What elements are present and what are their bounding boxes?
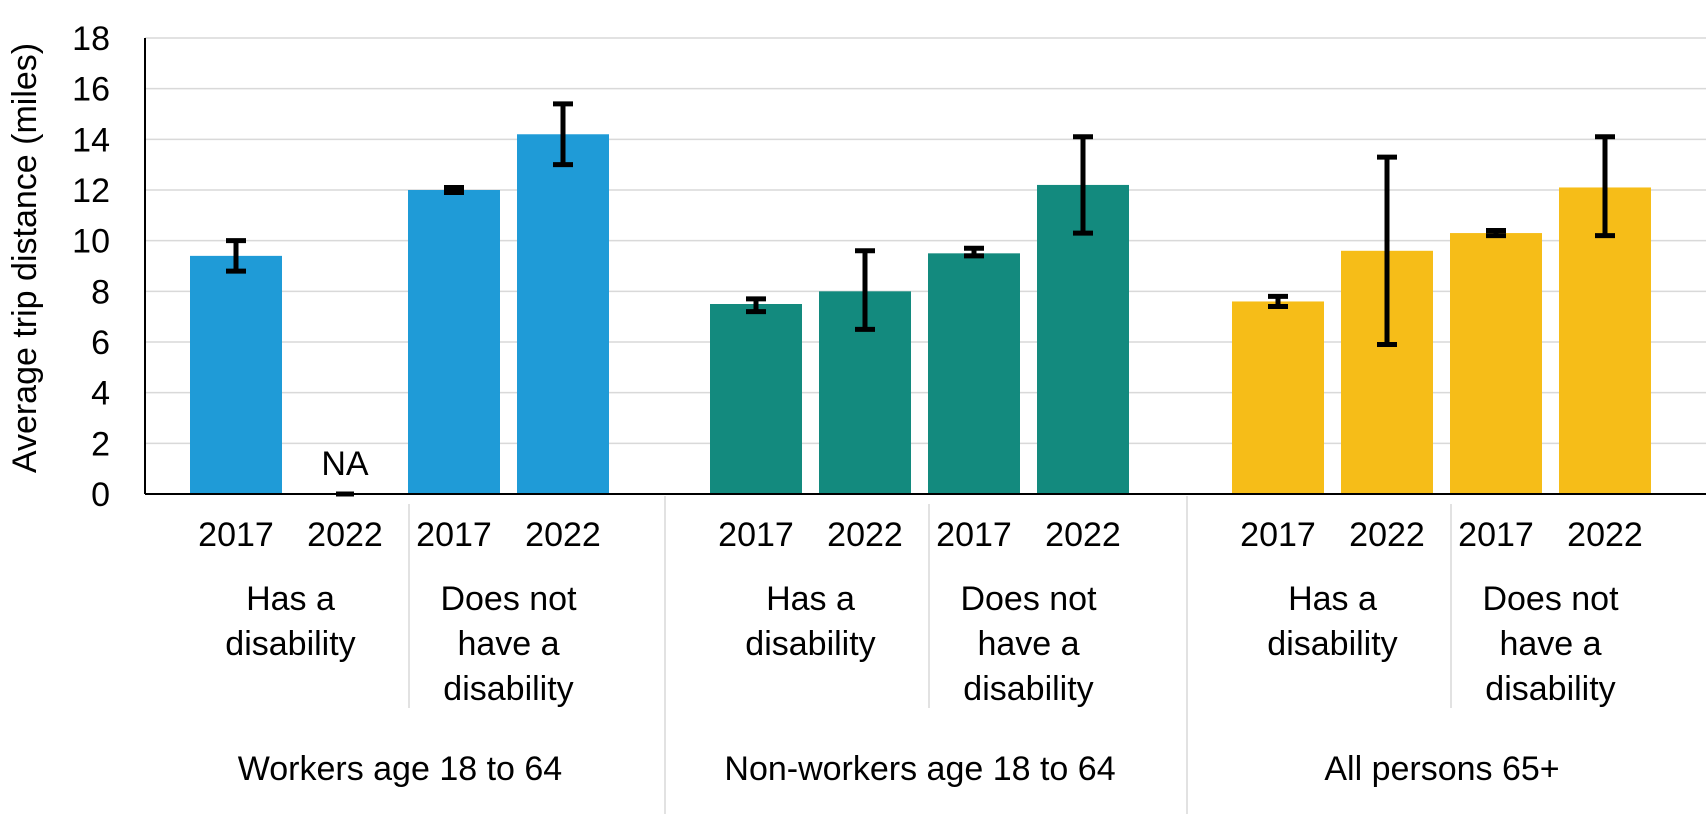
bar [190,255,282,494]
year-label: 2022 [827,516,903,554]
bar [1450,233,1542,495]
subgroup-label: disability [1267,625,1397,663]
y-tick-label: 4 [91,375,110,413]
group-label: Workers age 18 to 64 [238,750,562,788]
year-label: 2017 [1240,516,1316,554]
subgroup-label: Has a [766,580,855,618]
y-tick-label: 2 [91,425,110,463]
group-label: All persons 65+ [1324,750,1559,788]
subgroup-label: Has a [246,580,335,618]
subgroup-label: disability [745,625,875,663]
subgroup-label: disability [1485,670,1615,708]
year-label: 2022 [525,516,601,554]
subgroup-label: disability [963,670,1093,708]
year-label: 2022 [307,516,383,554]
y-axis-label: Average trip distance (miles) [6,43,44,473]
y-tick-label: 8 [91,273,110,311]
subgroup-label: have a [977,625,1079,663]
year-label: 2017 [936,516,1012,554]
subgroup-label: Does not [440,580,577,618]
axes: Average trip distance (miles) 0 2 4 6 8 10 12 1… [6,20,1706,514]
bar [517,134,609,494]
year-label: 2022 [1045,516,1121,554]
bar [1232,301,1324,494]
bar [1037,184,1129,494]
year-label: 2022 [1349,516,1425,554]
subgroup-label: disability [443,670,573,708]
subgroup-label: Has a [1288,580,1377,618]
gridlines [145,37,1706,445]
bar [408,190,500,494]
year-label: 2022 [1567,516,1643,554]
group-label: Non-workers age 18 to 64 [724,750,1115,788]
year-label: 2017 [198,516,274,554]
subgroup-label: have a [1499,625,1601,663]
y-tick-label: 18 [72,20,110,58]
y-tick-label: 0 [91,476,110,514]
bars [190,134,1651,495]
year-label: 2017 [416,516,492,554]
y-tick-label: 16 [72,71,110,109]
year-label: 2017 [1458,516,1534,554]
y-tick-label: 6 [91,324,110,362]
y-tick-label: 10 [72,223,110,261]
subgroup-label: Does not [1482,580,1619,618]
subgroup-label: Does not [960,580,1097,618]
bar [1559,187,1651,494]
bar [710,304,802,494]
y-tick-label: 14 [72,121,110,159]
year-label: 2017 [718,516,794,554]
subgroup-label: have a [457,625,559,663]
bar [928,253,1020,494]
na-label: NA [321,445,369,483]
category-labels: 2017 NA 2022 Has a disability 2017 2022 Does no… [198,445,1643,814]
y-tick-label: 12 [72,172,110,210]
subgroup-label: disability [225,625,355,663]
